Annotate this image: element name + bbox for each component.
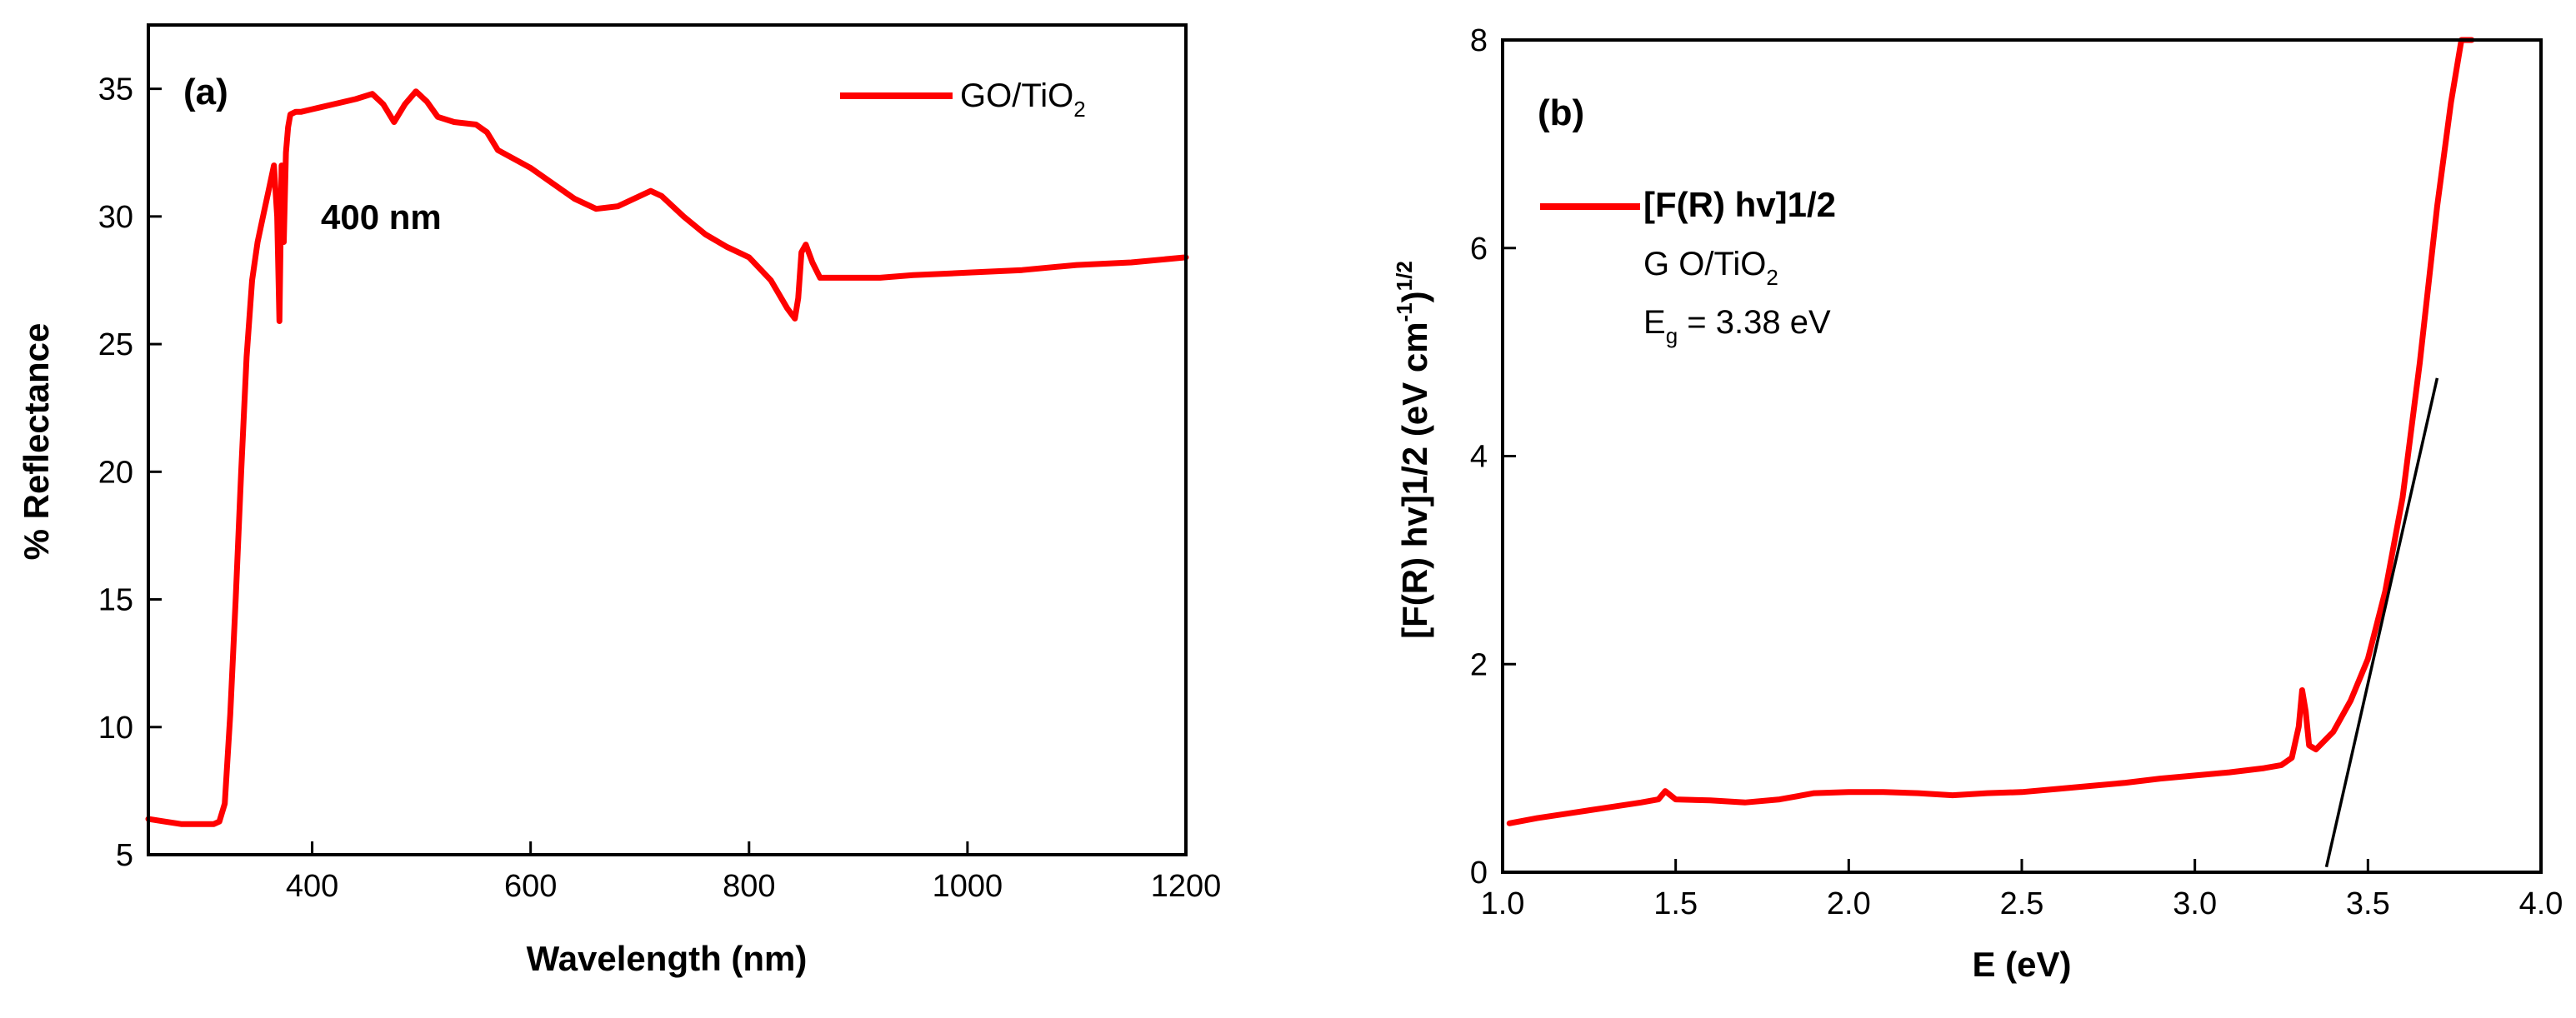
x-tick-label: 1000 xyxy=(933,869,1003,904)
x-tick-label: 2.0 xyxy=(1827,886,1871,921)
panel-b-label: (b) xyxy=(1538,92,1584,133)
x-tick-label: 600 xyxy=(504,869,557,904)
y-tick-label: 25 xyxy=(98,327,133,362)
panel-a: 400 600 800 1000 1200 5 10 15 20 25 30 35 (a) GO/Ti… xyxy=(17,23,1222,978)
panel-b: 1.0 1.5 2.0 2.5 3.0 3.5 4.0 0 2 4 6 8 (b) [F(R) hv]… xyxy=(1392,23,2563,984)
y-tick-label: 4 xyxy=(1470,440,1488,475)
panel-b-frame xyxy=(1501,38,2543,874)
y-tick-label: 5 xyxy=(116,838,133,873)
x-tick-label: 2.5 xyxy=(2000,886,2044,921)
x-tick-label: 800 xyxy=(723,869,775,904)
x-tick-label: 1.5 xyxy=(1653,886,1698,921)
panel-a-reflectance-line xyxy=(145,88,1189,827)
panel-b-ticks xyxy=(1501,38,2543,874)
y-tick-label: 20 xyxy=(98,455,133,490)
panel-a-x-axis-title: Wavelength (nm) xyxy=(527,939,808,978)
x-tick-label: 3.0 xyxy=(2173,886,2217,921)
panel-a-annotation-400nm: 400 nm xyxy=(321,197,442,237)
y-tick-label: 6 xyxy=(1470,232,1488,267)
x-tick-label: 1200 xyxy=(1151,869,1222,904)
panel-a-legend-label: GO/TiO2 xyxy=(960,77,1086,122)
y-tick-label: 0 xyxy=(1470,856,1488,891)
panel-b-tauc-line xyxy=(1506,37,2475,826)
x-tick-label: 1.0 xyxy=(1481,886,1525,921)
panel-a-y-axis-title: % Reflectance xyxy=(17,323,56,561)
panel-b-y-axis-title: [F(R) hv]1/2 (eV cm-1)1/2 xyxy=(1392,261,1434,639)
panel-a-label: (a) xyxy=(183,72,228,112)
panel-a-frame xyxy=(147,23,1188,856)
y-tick-label: 35 xyxy=(98,72,133,107)
x-tick-label: 4.0 xyxy=(2519,886,2563,921)
panel-b-legend-label: [F(R) hv]1/2 xyxy=(1643,185,1836,224)
panel-b-annotation-sample: G O/TiO2 xyxy=(1643,246,1778,290)
panel-b-annotation-bandgap: Eg = 3.38 eV xyxy=(1643,304,1831,348)
y-tick-label: 15 xyxy=(98,583,133,618)
y-tick-label: 10 xyxy=(98,711,133,746)
x-tick-label: 400 xyxy=(286,869,338,904)
panel-b-tick-labels: 1.0 1.5 2.0 2.5 3.0 3.5 4.0 0 2 4 6 8 xyxy=(1470,23,2563,921)
y-tick-label: 8 xyxy=(1470,23,1488,58)
x-tick-label: 3.5 xyxy=(2346,886,2390,921)
panel-b-x-axis-title: E (eV) xyxy=(1972,945,2071,984)
y-tick-label: 30 xyxy=(98,200,133,235)
panel-a-tick-labels: 400 600 800 1000 1200 5 10 15 20 25 30 35 xyxy=(98,72,1222,904)
y-tick-label: 2 xyxy=(1470,647,1488,682)
panel-b-linear-fit-line xyxy=(2324,377,2439,868)
